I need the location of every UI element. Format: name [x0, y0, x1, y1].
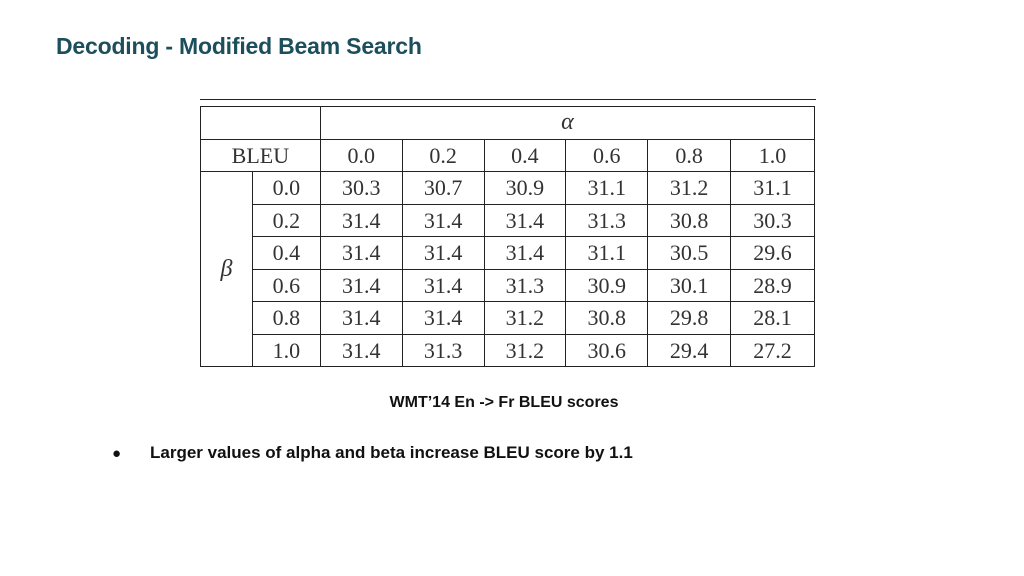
table-cell: 31.4	[401, 203, 485, 237]
alpha-value: 0.6	[565, 138, 649, 172]
table-cell: 31.4	[483, 203, 567, 237]
table-cell: 27.2	[730, 333, 815, 367]
table-cell: 31.2	[483, 301, 567, 335]
table-cell: 30.1	[647, 268, 732, 302]
table-cell: 30.7	[401, 171, 485, 205]
table-row: 1.0 31.4 31.3 31.2 30.6 29.4 27.2	[201, 333, 815, 367]
table-cell: 31.4	[401, 268, 485, 302]
bullet-list: ● Larger values of alpha and beta increa…	[112, 443, 633, 463]
beta-value: 1.0	[251, 333, 321, 367]
table-cell: 30.5	[647, 236, 732, 270]
table-cell: 31.4	[483, 236, 567, 270]
table-row: 0.2 31.4 31.4 31.4 31.3 30.8 30.3	[201, 203, 815, 237]
table-cell: 30.8	[565, 301, 649, 335]
alpha-value: 0.0	[319, 138, 403, 172]
table-row: β 0.0 30.3 30.7 30.9 31.1 31.2 31.1	[200, 171, 815, 367]
slide-title: Decoding - Modified Beam Search	[56, 33, 422, 59]
table-cell: 29.8	[647, 301, 732, 335]
table-row: 0.4 31.4 31.4 31.4 31.1 30.5 29.6	[201, 236, 815, 270]
table-cell: 31.4	[401, 301, 485, 335]
table-cell: 31.1	[565, 171, 649, 205]
beta-symbol: β	[200, 171, 253, 367]
table-cell: 30.9	[483, 171, 567, 205]
table-cell: 31.1	[565, 236, 649, 270]
table-cell: 28.9	[730, 268, 815, 302]
table-cell: 31.4	[401, 236, 485, 270]
beta-value: 0.8	[251, 301, 321, 335]
beta-value: 0.2	[251, 203, 321, 237]
bleu-table-container: α BLEU 0.0 0.2 0.4 0.6 0.8 1.0 β 0.0 30.…	[200, 99, 816, 367]
alpha-value: 0.4	[483, 138, 567, 172]
table-top-rule	[200, 99, 816, 100]
table-cell: 30.9	[565, 268, 649, 302]
alpha-value: 0.2	[401, 138, 485, 172]
table-row: 0.8 31.4 31.4 31.2 30.8 29.8 28.1	[201, 301, 815, 335]
bleu-table: α BLEU 0.0 0.2 0.4 0.6 0.8 1.0 β 0.0 30.…	[200, 106, 816, 367]
table-cell: 29.4	[647, 333, 732, 367]
alpha-symbol: α	[319, 106, 816, 140]
corner-blank-cell	[200, 106, 321, 140]
table-cell: 28.1	[730, 301, 815, 335]
table-cell: 31.2	[483, 333, 567, 367]
table-cell: 31.2	[647, 171, 732, 205]
beta-value: 0.6	[251, 268, 321, 302]
beta-value: 0.0	[251, 171, 321, 205]
alpha-value: 0.8	[647, 138, 732, 172]
table-cell: 31.3	[483, 268, 567, 302]
bullet-dot-icon: ●	[112, 444, 122, 462]
bullet-text: Larger values of alpha and beta increase…	[150, 443, 633, 462]
table-caption: WMT’14 En -> Fr BLEU scores	[389, 394, 619, 411]
table-cell: 31.4	[319, 301, 403, 335]
bullet-item: ● Larger values of alpha and beta increa…	[112, 443, 633, 463]
table-row: 0.6 31.4 31.4 31.3 30.9 30.1 28.9	[201, 268, 815, 302]
alpha-values-row: BLEU 0.0 0.2 0.4 0.6 0.8 1.0	[200, 138, 815, 172]
table-cell: 31.4	[319, 268, 403, 302]
alpha-header-row: α	[200, 106, 816, 140]
table-cell: 30.3	[730, 203, 815, 237]
table-cell: 31.3	[401, 333, 485, 367]
table-cell: 29.6	[730, 236, 815, 270]
alpha-value: 1.0	[730, 138, 815, 172]
corner-label: BLEU	[200, 138, 321, 172]
table-cell: 31.3	[565, 203, 649, 237]
table-cell: 31.4	[319, 203, 403, 237]
table-cell: 31.4	[319, 333, 403, 367]
table-cell: 30.8	[647, 203, 732, 237]
beta-value: 0.4	[251, 236, 321, 270]
table-cell: 31.1	[730, 171, 815, 205]
table-cell: 30.3	[319, 171, 403, 205]
table-cell: 31.4	[319, 236, 403, 270]
table-cell: 30.6	[565, 333, 649, 367]
